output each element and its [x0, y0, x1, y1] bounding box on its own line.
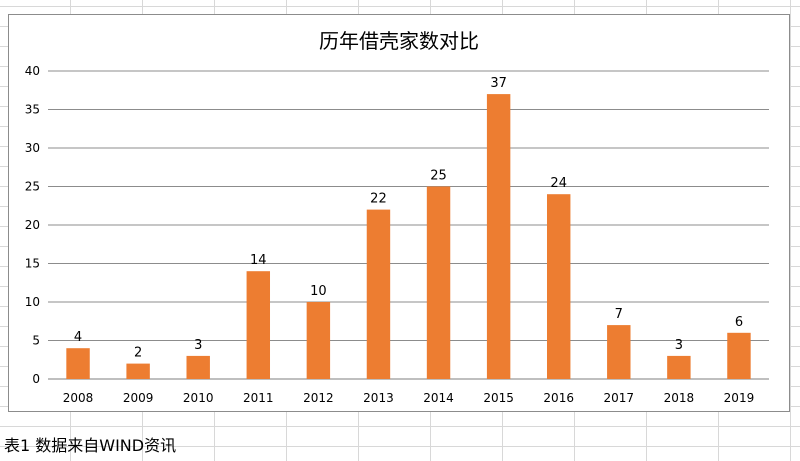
- x-axis: 2008 2009 2010 2011 2012 2013 2014 2015 2016 2017…: [63, 391, 754, 405]
- x-tick-label: 2018: [664, 391, 695, 405]
- y-axis: 0 5 10 15 20 25 30 35 40: [25, 64, 40, 386]
- bar: [607, 325, 631, 379]
- data-label: 37: [490, 76, 507, 91]
- y-tick-label: 0: [32, 372, 40, 386]
- data-label: 24: [550, 176, 567, 191]
- y-tick-label: 15: [25, 257, 40, 271]
- chart-frame[interactable]: 历年借壳家数对比 0 5 10 15 20 25 30 35 40 4 2 3 14 10 22 25 37 2…: [8, 14, 790, 412]
- y-tick-label: 20: [25, 218, 40, 232]
- y-tick-label: 35: [25, 103, 40, 117]
- x-tick-label: 2011: [243, 391, 274, 405]
- data-label: 3: [194, 338, 202, 353]
- bar: [667, 355, 691, 379]
- x-tick-label: 2009: [123, 391, 154, 405]
- bar: [486, 94, 511, 379]
- data-label: 2: [134, 346, 142, 361]
- data-label: 7: [615, 307, 623, 322]
- y-tick-label: 25: [25, 180, 40, 194]
- bar: [727, 332, 751, 379]
- bar: [366, 209, 391, 379]
- x-tick-label: 2013: [363, 391, 394, 405]
- x-tick-label: 2010: [183, 391, 214, 405]
- data-label: 3: [675, 338, 683, 353]
- bar: [546, 194, 571, 379]
- bar: [126, 363, 150, 379]
- data-label: 25: [430, 169, 447, 184]
- x-tick-label: 2014: [423, 391, 454, 405]
- data-label: 10: [310, 284, 327, 299]
- bars: 4 2 3 14 10 22 25 37 24 7 3 6: [66, 76, 751, 379]
- x-tick-label: 2008: [63, 391, 94, 405]
- y-tick-label: 5: [32, 334, 40, 348]
- y-tick-label: 40: [25, 64, 40, 78]
- x-tick-label: 2017: [604, 391, 635, 405]
- chart-caption: 表1 数据来自WIND资讯: [4, 436, 177, 455]
- x-tick-label: 2015: [483, 391, 514, 405]
- data-label: 22: [370, 192, 387, 207]
- x-tick-label: 2012: [303, 391, 334, 405]
- x-tick-label: 2016: [543, 391, 574, 405]
- y-tick-label: 10: [25, 295, 40, 309]
- bar: [426, 186, 451, 379]
- y-tick-label: 30: [25, 141, 40, 155]
- bar: [66, 348, 90, 379]
- bar: [186, 355, 210, 379]
- bar: [306, 302, 331, 379]
- chart-title: 历年借壳家数对比: [319, 29, 479, 53]
- data-label: 4: [74, 330, 82, 345]
- x-tick-label: 2019: [724, 391, 755, 405]
- data-label: 6: [735, 315, 743, 330]
- bar: [246, 271, 271, 379]
- data-label: 14: [250, 253, 267, 268]
- gridlines: [48, 70, 769, 380]
